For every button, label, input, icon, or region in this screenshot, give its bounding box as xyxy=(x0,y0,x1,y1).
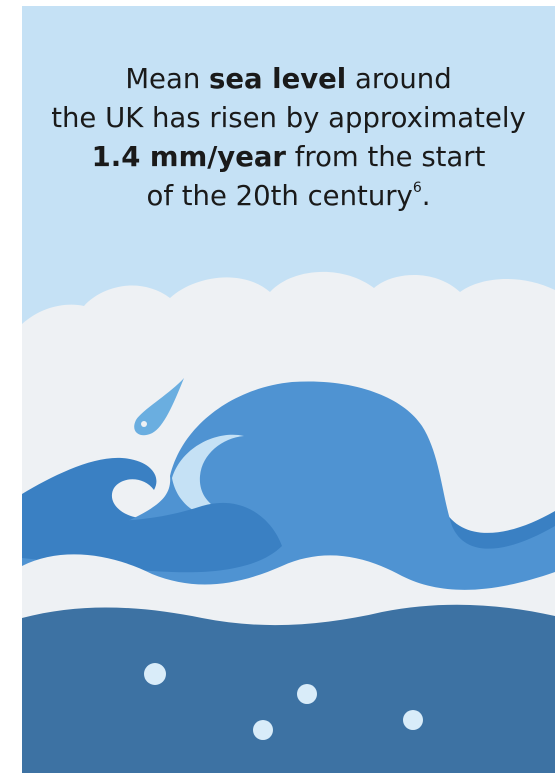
caption-text: from the start xyxy=(285,141,486,173)
sea-illustration xyxy=(22,271,555,773)
caption-line-1: Mean sea level around xyxy=(22,60,555,99)
bubble-icon xyxy=(297,684,317,704)
caption-line-3: 1.4 mm/year from the start xyxy=(22,138,555,177)
caption-line-4: of the 20th century6. xyxy=(22,177,555,216)
sea-body xyxy=(22,604,555,773)
footnote-reference[interactable]: 6 xyxy=(412,180,422,196)
wave-icon xyxy=(22,457,157,527)
caption-highlight-sea-level: sea level xyxy=(209,63,347,95)
infographic-card: Mean sea level around the UK has risen b… xyxy=(22,6,555,773)
wave-icon xyxy=(22,502,282,573)
bubble-icon xyxy=(144,663,166,685)
caption-text: of the 20th century xyxy=(146,180,413,212)
caption-text: Mean xyxy=(125,63,209,95)
wave-icon xyxy=(172,434,244,520)
bubble-icon xyxy=(253,720,273,740)
caption-highlight-rate: 1.4 mm/year xyxy=(91,141,286,173)
droplet-icon xyxy=(134,378,184,436)
droplet-highlight xyxy=(141,421,147,427)
bubble-icon xyxy=(403,710,423,730)
caption-text: . xyxy=(421,180,431,212)
caption-line-2: the UK has risen by approximately xyxy=(51,102,526,134)
sea-level-statement: Mean sea level around the UK has risen b… xyxy=(22,60,555,216)
caption-text: around xyxy=(346,63,452,95)
